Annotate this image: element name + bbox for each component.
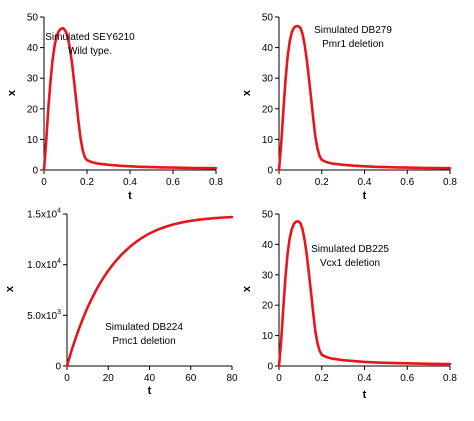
x-tick-label: 0.4 xyxy=(123,177,137,188)
panel-annotation-line: Simulated DB224 xyxy=(105,322,183,333)
panel-annotation-line: Simulated SEY6210 xyxy=(45,32,135,43)
y-tick-mantissa: 1.0x10 xyxy=(27,260,57,271)
y-tick-label: 5.0x103 xyxy=(27,309,61,322)
x-tick-label: 0.6 xyxy=(400,177,414,188)
panel-annotation-line: Pmc1 deletion xyxy=(112,336,175,347)
x-tick-label: 0.6 xyxy=(400,373,414,384)
x-tick-label: 40 xyxy=(144,373,156,384)
x-tick-label: 0.8 xyxy=(443,373,457,384)
chart-panel-3: 0 20 40 60 8005.0x1031.0x1041.5x104txSimulat… xyxy=(4,208,238,398)
y-tick-label: 30 xyxy=(262,74,274,85)
y-tick-exponent: 3 xyxy=(57,309,61,316)
chart-panel-1: 0 0.2 0.4 0.6 0.8 0 10 20 30 40 50 t x Simulated SEY6… xyxy=(6,13,223,203)
y-tick-label: 30 xyxy=(27,74,39,85)
y-tick-label: 20 xyxy=(262,301,274,312)
y-tick-label: 40 xyxy=(262,240,274,251)
y-tick-label: 10 xyxy=(262,135,274,146)
y-tick-label: 0 xyxy=(267,362,273,373)
y-tick-label: 10 xyxy=(27,135,39,146)
y-tick-exponent: 4 xyxy=(57,258,61,265)
chart-panel-2: 0 0.2 0.4 0.6 0.8 0 10 20 30 40 50 t x Simulated DB27… xyxy=(241,13,457,203)
x-axis-label: t xyxy=(363,389,367,401)
x-axis-label: t xyxy=(148,385,152,397)
series-line-1 xyxy=(277,220,452,368)
series-line-1 xyxy=(277,24,452,172)
panel-annotation-line: Simulated DB225 xyxy=(311,244,389,255)
y-tick-label: 1.5x104 xyxy=(27,208,61,221)
x-axis-label: t xyxy=(363,190,367,202)
y-tick-label: 40 xyxy=(27,43,39,54)
y-axis-label: x xyxy=(4,285,16,292)
x-tick-label: 80 xyxy=(226,373,238,384)
x-tick-label: 0 xyxy=(276,373,282,384)
y-tick-label: 20 xyxy=(262,104,274,115)
panel-annotation-line: Pmr1 deletion xyxy=(322,39,384,50)
x-tick-label: 0.2 xyxy=(80,177,94,188)
x-tick-label: 0.4 xyxy=(358,373,372,384)
x-tick-label: 0 xyxy=(41,177,47,188)
y-tick-label: 10 xyxy=(262,331,274,342)
y-tick-label: 1.0x104 xyxy=(27,258,61,271)
y-tick-label: 0 xyxy=(55,362,61,373)
y-tick-exponent: 4 xyxy=(57,208,61,215)
x-tick-label: 20 xyxy=(103,373,115,384)
y-axis-label: x xyxy=(6,89,18,96)
y-tick-label: 50 xyxy=(262,210,274,221)
y-tick-label: 50 xyxy=(27,13,39,24)
y-tick-label: 30 xyxy=(262,270,274,281)
x-tick-label: 0.2 xyxy=(315,373,329,384)
y-tick-mantissa: 0 xyxy=(55,362,61,373)
x-tick-label: 0 xyxy=(64,373,70,384)
x-tick-label: 0.6 xyxy=(166,177,180,188)
y-axis-label: x xyxy=(241,285,253,292)
y-tick-mantissa: 5.0x10 xyxy=(27,311,57,322)
y-tick-label: 50 xyxy=(262,13,274,24)
y-tick-label: 0 xyxy=(267,166,273,177)
x-axis-label: t xyxy=(128,190,132,202)
y-axis-label: x xyxy=(241,89,253,96)
x-tick-label: 60 xyxy=(185,373,197,384)
panel-annotation-line: Vcx1 deletion xyxy=(320,258,380,269)
y-tick-label: 0 xyxy=(32,166,38,177)
series-line-1 xyxy=(42,27,218,172)
panel-annotation-line: Wild type. xyxy=(68,46,112,57)
chart-panel-4: 0 0.2 0.4 0.6 0.8 0 10 20 30 40 50 t x Simulated DB22… xyxy=(241,210,457,402)
x-tick-label: 0 xyxy=(276,177,282,188)
y-tick-mantissa: 1.5x10 xyxy=(27,210,57,221)
series-line-1 xyxy=(65,215,234,368)
panel-annotation-line: Simulated DB279 xyxy=(314,25,392,36)
y-tick-label: 20 xyxy=(27,104,39,115)
y-tick-label: 40 xyxy=(262,43,274,54)
x-tick-label: 0.2 xyxy=(315,177,329,188)
x-tick-label: 0.8 xyxy=(443,177,457,188)
x-tick-label: 0.4 xyxy=(358,177,372,188)
x-tick-label: 0.8 xyxy=(209,177,223,188)
